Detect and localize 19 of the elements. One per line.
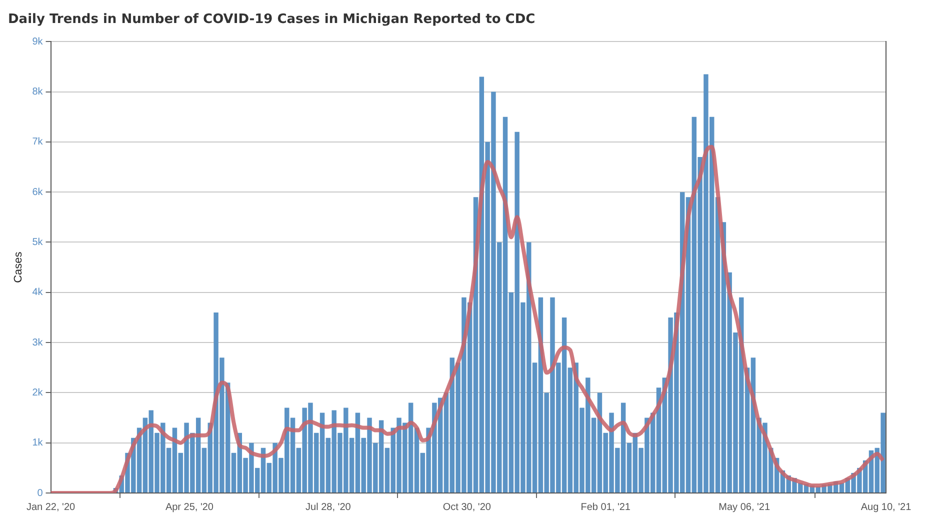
y-tick-label: 2k — [32, 387, 44, 398]
x-tick-label: Jan 22, '20 — [26, 502, 76, 513]
x-tick-label: Oct 30, '20 — [442, 502, 492, 513]
y-tick-label: 1k — [32, 438, 44, 449]
y-tick-label: 0 — [37, 488, 44, 499]
x-tick-label: Apr 25, '20 — [165, 502, 214, 513]
y-axis-title: Cases — [12, 251, 25, 283]
y-tick-label: 7k — [32, 136, 44, 148]
y-tick-label: 6k — [32, 186, 44, 198]
y-tick-label: 8k — [32, 86, 44, 98]
y-tick-label: 5k — [32, 236, 44, 248]
x-tick-label: Aug 10, '21 — [860, 502, 912, 513]
x-tick-label: Jul 28, '20 — [306, 502, 352, 513]
y-tick-label: 3k — [32, 337, 44, 348]
x-tick-label: Feb 01, '21 — [580, 502, 631, 513]
y-tick-label: 4k — [32, 287, 44, 298]
x-tick-label: May 06, '21 — [718, 502, 770, 513]
chart-title: Daily Trends in Number of COVID-19 Cases in Michigan Reported to CDC — [8, 12, 536, 28]
y-tick-label: 9k — [32, 36, 44, 48]
